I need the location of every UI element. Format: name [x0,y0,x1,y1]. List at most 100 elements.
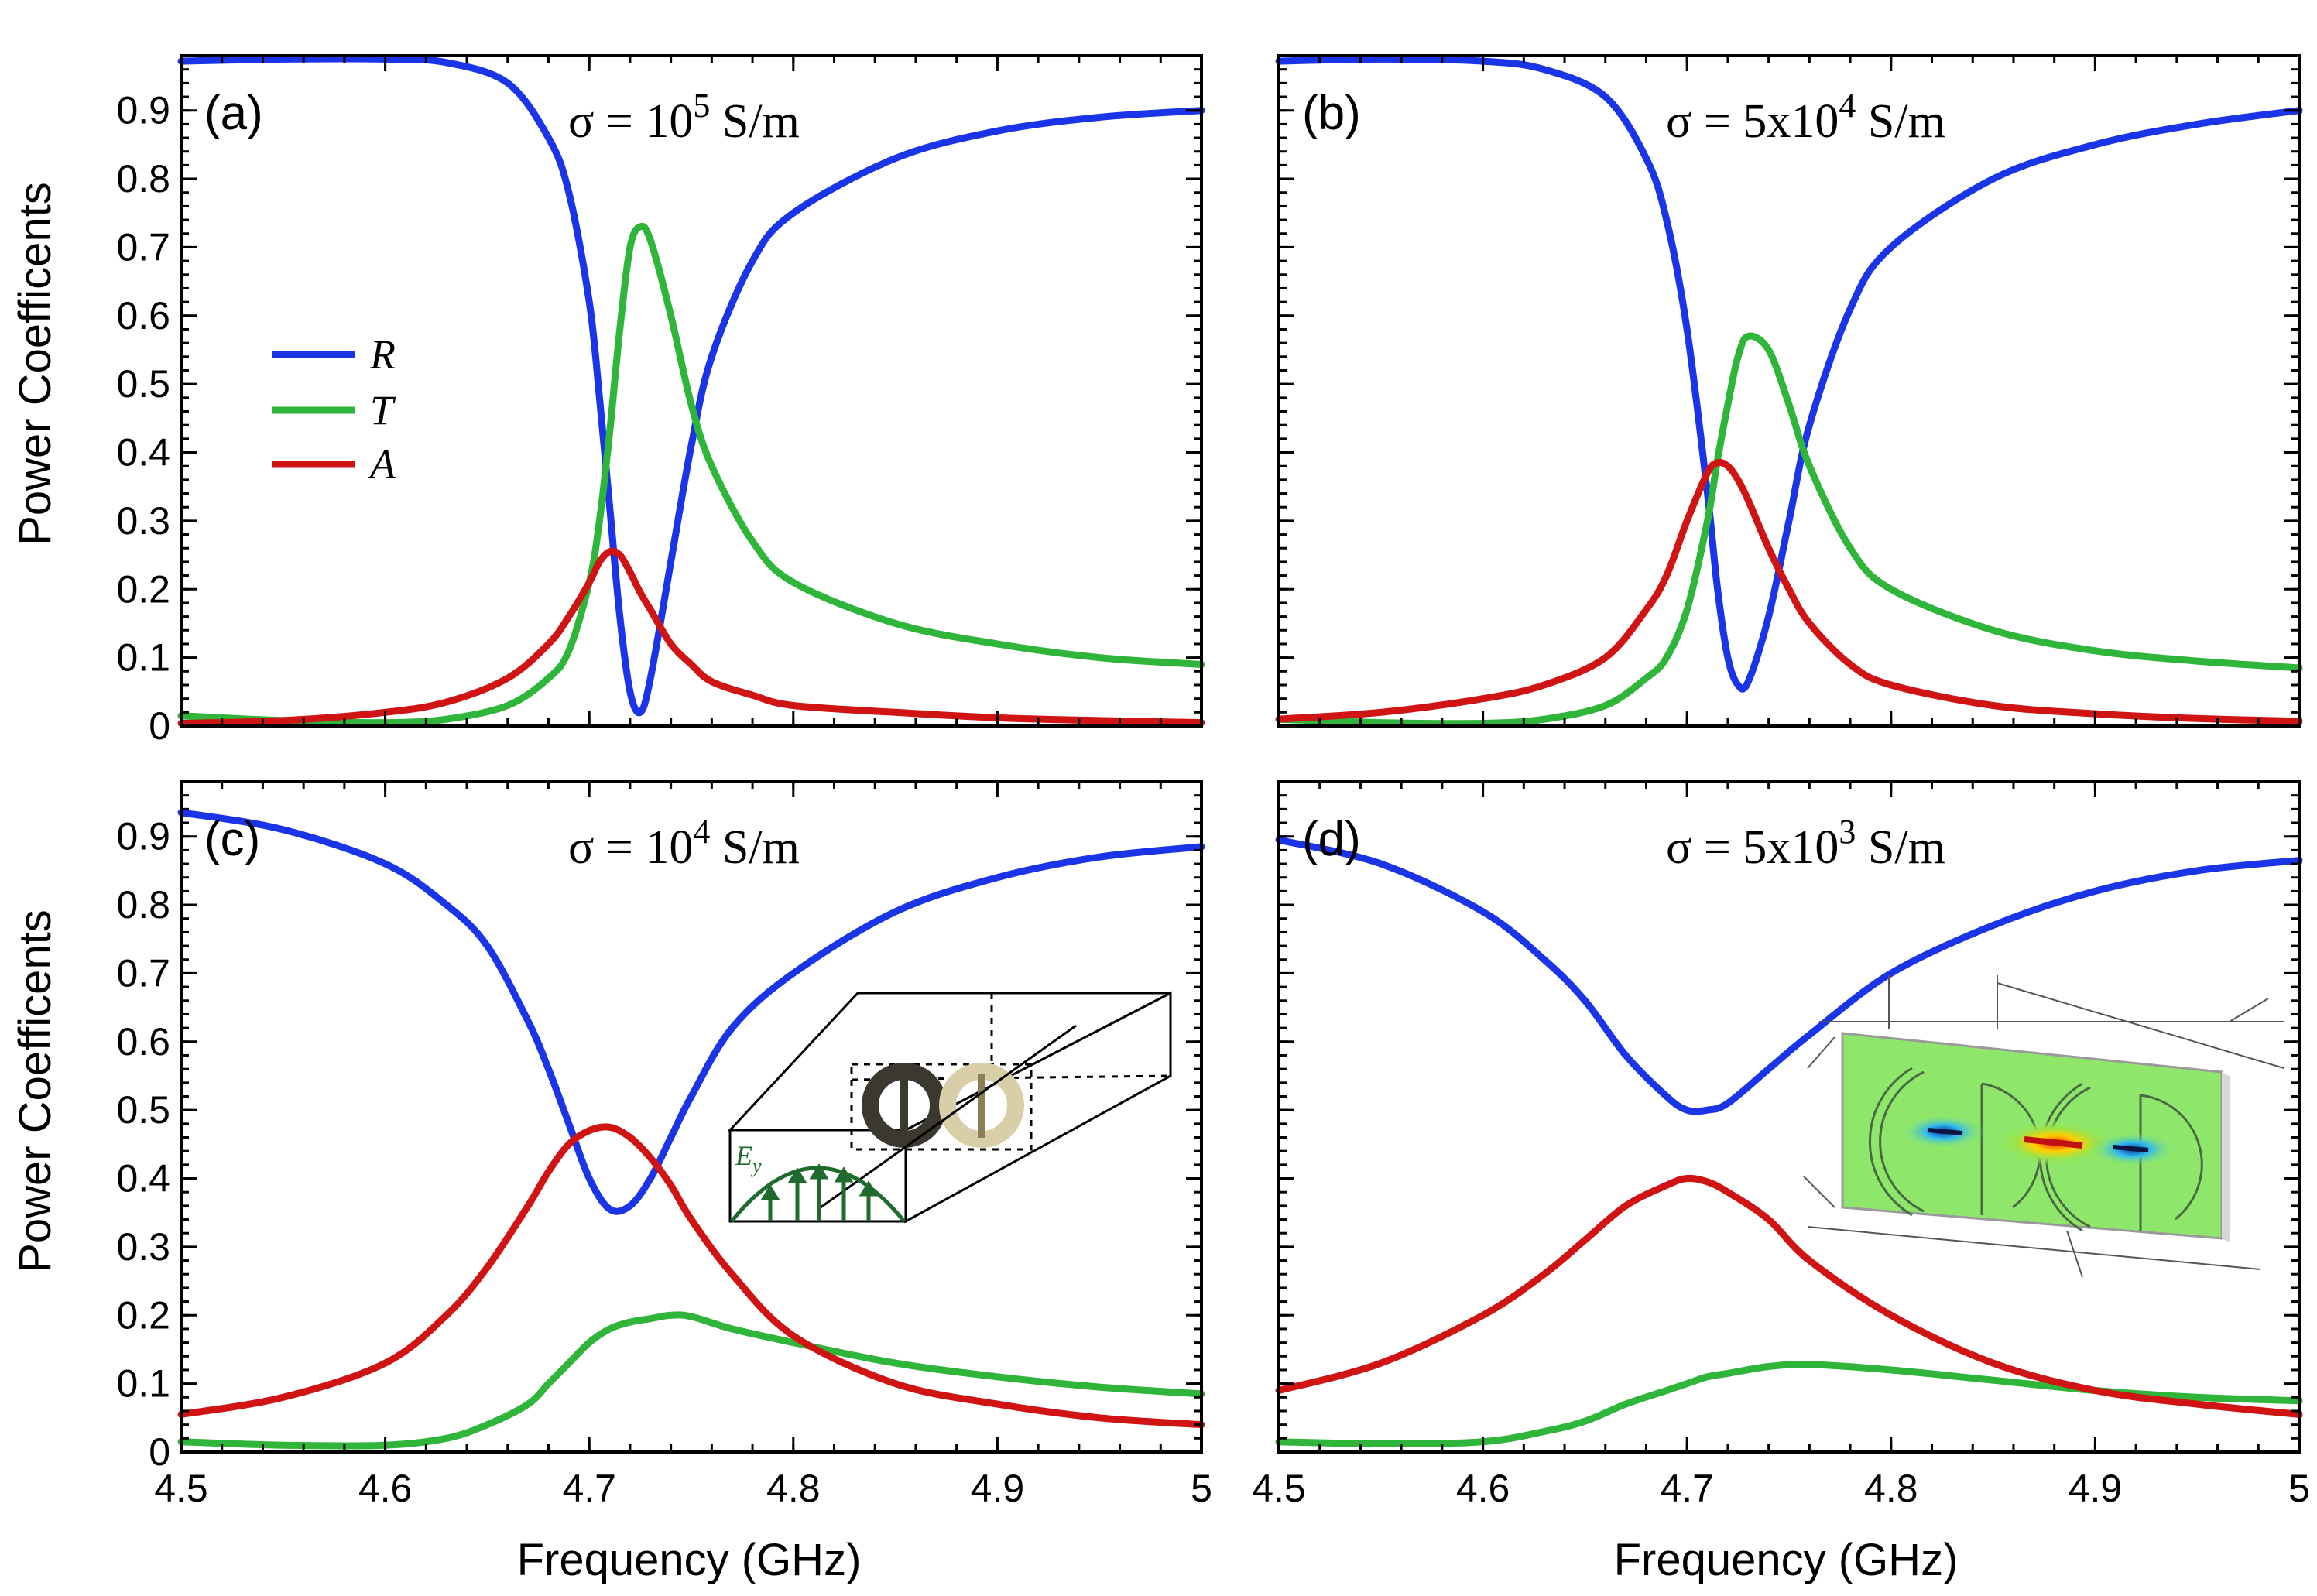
panel-b-series-A [1275,458,2303,725]
x-tick-label: 4.8 [1864,1467,1918,1510]
panel-c-series-A [177,1123,1205,1429]
y-tick-label: 0.3 [116,1225,170,1269]
panel-c-sigma: σ = 104 S/m [568,813,800,874]
panel-a-sigma-exp: 5 [693,87,710,125]
panel-a-sigma: σ = 105 S/m [568,87,800,148]
panel-d-sigma-unit: S/m [1856,821,1945,874]
y-tick-label: 0.8 [116,157,170,200]
panel-b-sigma: σ = 5x104 S/m [1666,87,1945,148]
y-tick-label: 0.7 [116,951,170,995]
panel-d-sigma: σ = 5x103 S/m [1666,813,1945,874]
waveguide-axis-line [820,1024,1077,1209]
x-tick-label: 4.7 [562,1467,616,1510]
y-tick-label: 0.6 [116,294,170,337]
panel-b-series-T [1275,332,2303,728]
panel-b-ticks [1277,54,2301,728]
panel-c-sigma-unit: S/m [710,821,799,874]
panel-a-series-R [177,55,1205,717]
panel-c-ticks: 4.5 4.6 4.7 4.8 4.9 5 0 0.1 0.2 0.3 0.4 0.5 0.6 0.7 0.… [116,780,1212,1510]
resonator-dark [862,1063,947,1148]
panel-d-curves [1275,836,2303,1447]
x-tick-label: 5 [1191,1467,1212,1510]
y-tick-label: 0.9 [116,89,170,132]
x-axis-label-left: Frequency (GHz) [517,1535,862,1585]
panel-b-sigma-exp: 4 [1839,87,1856,125]
x-axis-label-right: Frequency (GHz) [1614,1535,1959,1585]
x-tick-label: 4.7 [1660,1467,1714,1510]
y-tick-label: 0.2 [116,1293,170,1337]
y-axis-label-bottom: Power Coefficents [10,909,60,1273]
y-axis-label-top: Power Coefficents [10,182,60,546]
field-label: Ey [735,1140,762,1177]
y-tick-label: 0.6 [116,1020,170,1063]
x-tick-label: 4.8 [766,1467,821,1510]
resonator-outline [850,1063,1033,1151]
panel-c-series-T [177,1311,1205,1450]
panel-a: 0 0.1 0.2 0.3 0.4 0.5 0.6 0.7 0.8 0.9 (a) σ = 105… [116,54,1205,748]
x-tick-label: 4.9 [2069,1467,2123,1510]
panel-b-sigma-unit: S/m [1856,95,1945,148]
panel-b-series-R [1275,55,2303,693]
inset-d-simulation [1803,975,2284,1278]
resonator-light [939,1063,1024,1148]
panel-b-frame [1277,54,2301,728]
panel-b-sigma-prefix: σ = 5x10 [1666,95,1839,148]
panel-c-label: (c) [204,813,260,866]
gap-right [2113,1145,2149,1152]
y-tick-label: 0.2 [116,567,170,611]
y-tick-label: 0.5 [116,1088,170,1132]
field-label-main: E [735,1140,752,1171]
x-tick-label: 4.5 [154,1467,208,1510]
y-tick-label: 0.4 [116,1157,170,1200]
x-tick-label: 4.9 [971,1467,1025,1510]
gap-center [2024,1136,2083,1149]
panel-b: (b) σ = 5x104 S/m [1275,54,2303,728]
y-tick-label: 0.9 [116,815,170,858]
panel-a-frame [180,54,1203,728]
panel-c-curves [177,809,1205,1450]
panel-a-sigma-prefix: σ = 10 [568,95,693,148]
panel-c-series-R [177,809,1205,1215]
legend-label-A: A [368,441,396,488]
panel-d-series-A [1275,1174,2303,1418]
legend-label-R: R [369,331,396,378]
simulation-grid-lines [1803,975,2284,1278]
x-tick-label: 4.5 [1252,1467,1306,1510]
x-tick-label: 4.6 [358,1467,413,1510]
panel-a-series-T [177,222,1205,727]
panel-a-label: (a) [204,87,263,140]
panel-c-frame [180,780,1203,1454]
panel-d-series-R [1275,836,2303,1115]
panel-d-series-T [1275,1361,2303,1447]
y-tick-label: 0.3 [116,499,170,543]
y-tick-label: 0.8 [116,883,170,926]
legend-label-T: T [370,387,396,433]
y-tick-label: 0 [149,704,170,748]
x-tick-label: 5 [2288,1467,2310,1510]
panel-d-sigma-exp: 3 [1839,813,1856,851]
y-tick-label: 0.1 [116,1362,170,1406]
y-tick-label: 0.5 [116,362,170,406]
panel-d: 4.5 4.6 4.7 4.8 4.9 5 (d) σ = 5x103 S/m [1252,780,2310,1510]
panel-b-label: (b) [1302,87,1361,140]
gap-left [1927,1128,1963,1135]
panel-c-sigma-exp: 4 [693,813,710,851]
panel-a-curves [177,55,1205,727]
y-tick-label: 0.1 [116,636,170,680]
panel-d-label: (d) [1302,813,1361,866]
legend: R T A [272,331,396,488]
panel-d-sigma-prefix: σ = 5x10 [1666,821,1839,874]
panel-d-ticks: 4.5 4.6 4.7 4.8 4.9 5 [1252,780,2310,1510]
panel-a-sigma-unit: S/m [710,95,799,148]
y-tick-label: 0.4 [116,431,170,474]
panel-a-series-A [177,547,1205,727]
panel-a-ticks: 0 0.1 0.2 0.3 0.4 0.5 0.6 0.7 0.8 0.9 [116,54,1203,748]
field-label-sub: y [750,1155,762,1177]
waveguide-side-face [904,991,1172,1224]
x-tick-label: 4.6 [1456,1467,1510,1510]
panel-d-frame [1277,780,2301,1454]
field-arrows [760,1163,879,1221]
y-tick-label: 0.7 [116,225,170,269]
simulation-plane-edge [2222,1072,2230,1242]
